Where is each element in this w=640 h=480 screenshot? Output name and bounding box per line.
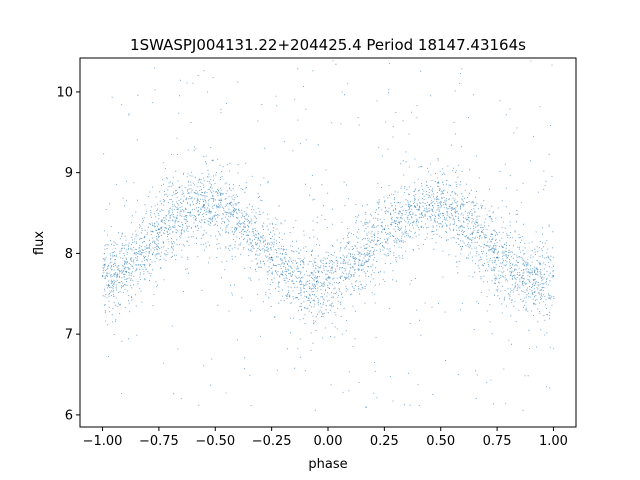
scatter-point <box>315 280 318 283</box>
scatter-point <box>383 228 386 230</box>
y-tick-label: 6 <box>65 408 73 423</box>
x-tick-label: −0.50 <box>195 434 235 449</box>
scatter-point <box>496 256 498 259</box>
x-tick-label: −0.75 <box>139 434 179 449</box>
x-tick-label: −1.00 <box>83 434 123 449</box>
x-axis-label: phase <box>308 457 347 472</box>
x-tick-label: 1.00 <box>539 434 568 449</box>
x-tick-label: 0.50 <box>426 434 455 449</box>
scatter-point <box>270 256 273 259</box>
y-tick-label: 9 <box>65 166 73 181</box>
x-axis: −1.00 −0.75 −0.50 −0.25 0.00 0.25 0.50 0.75 1.00 <box>83 427 568 449</box>
x-tick-label: 0.75 <box>483 434 512 449</box>
y-axis: 6 7 8 9 10 <box>56 85 80 423</box>
scatter-point <box>203 204 205 206</box>
scatter-point <box>101 275 104 277</box>
scatter-point <box>158 228 160 230</box>
scatter-point <box>552 275 555 277</box>
chart-title: 1SWASPJ004131.22+204425.4 Period 18147.4… <box>130 36 526 54</box>
scatter-point <box>428 204 431 206</box>
y-tick-label: 7 <box>65 328 73 343</box>
y-tick-label: 8 <box>65 247 73 262</box>
data-points <box>101 60 555 411</box>
x-tick-label: 0.00 <box>314 434 343 449</box>
y-axis-label: flux <box>32 231 47 255</box>
x-tick-label: −0.25 <box>252 434 292 449</box>
x-tick-label: 0.25 <box>370 434 399 449</box>
y-tick-label: 10 <box>56 85 73 100</box>
